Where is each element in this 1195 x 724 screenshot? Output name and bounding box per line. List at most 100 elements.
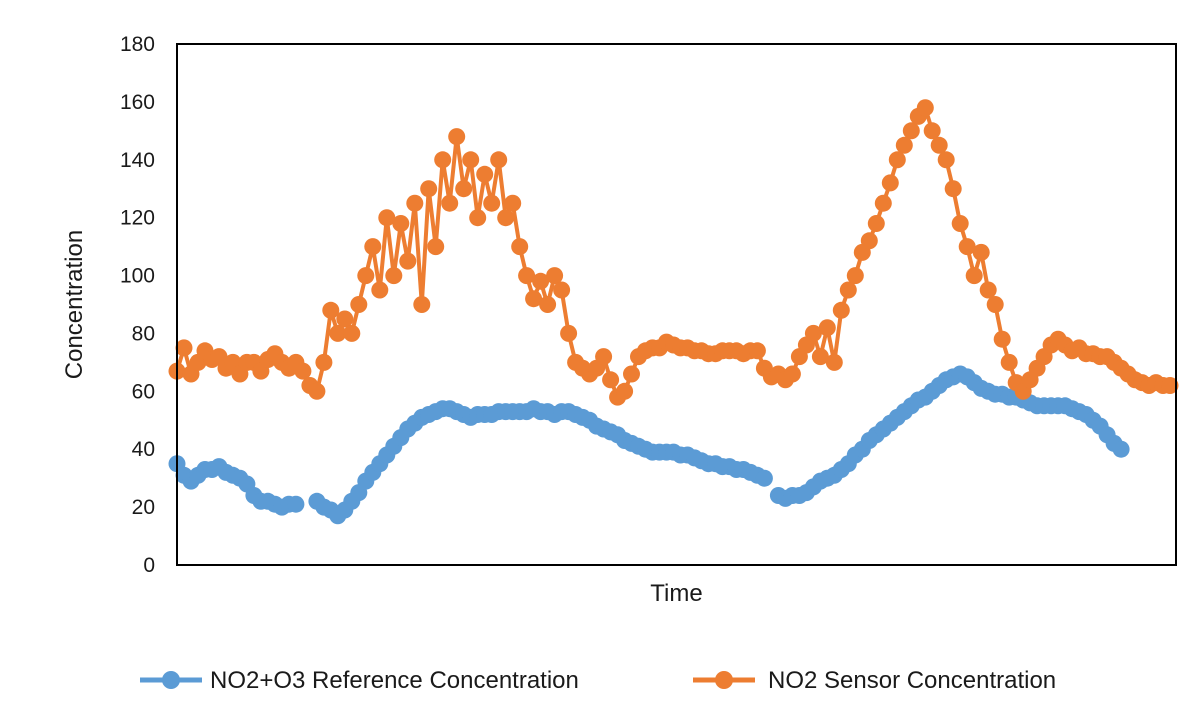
series-2-point [818, 319, 836, 337]
series-2-point [623, 365, 640, 383]
series-2-point [448, 128, 466, 146]
legend-swatch-marker [715, 671, 733, 689]
series-2-point [406, 194, 424, 212]
y-tick-label: 160 [120, 91, 155, 114]
series-2-point [1161, 377, 1179, 394]
series-2-point [455, 180, 473, 198]
legend-label: NO2 Sensor Concentration [768, 667, 1056, 694]
series-2-point [846, 267, 864, 285]
y-tick-label: 0 [143, 554, 155, 577]
series-2-point [329, 324, 347, 342]
series-2-point [441, 194, 459, 212]
series-2-point [595, 348, 613, 366]
legend-label: NO2+O3 Reference Concentration [210, 667, 579, 694]
series-2-point [511, 238, 529, 256]
series-2-point [748, 342, 766, 360]
series-2-point [469, 209, 487, 227]
series-2-point [315, 353, 333, 371]
series-2-point [420, 180, 438, 198]
series-2-point [427, 238, 445, 256]
series-2-point [546, 267, 564, 285]
series-2-point [839, 281, 857, 299]
series-1-point [287, 495, 305, 513]
y-tick-label: 60 [132, 380, 155, 403]
series-2-point [832, 301, 850, 319]
series-2-point [532, 272, 550, 290]
series-2-point [602, 371, 620, 389]
series-2-point [972, 243, 990, 261]
series-2-point [986, 296, 1004, 313]
series-layer [168, 99, 1179, 525]
series-2-point [343, 324, 361, 342]
series-2-point [888, 151, 906, 169]
series-2-point [322, 301, 340, 319]
y-tick-label: 120 [120, 207, 155, 230]
series-2-point [504, 194, 522, 212]
series-2-point [336, 310, 354, 328]
series-2-point [951, 215, 969, 232]
series-2-point [308, 382, 326, 400]
legend-item-2: NO2 Sensor Concentration [693, 667, 1056, 694]
series-2-point [958, 238, 976, 256]
series-2-point [860, 232, 878, 250]
series-2-point [916, 99, 934, 117]
series-2-point [867, 215, 885, 232]
series-2 [168, 99, 1179, 406]
series-2-point [902, 122, 920, 140]
plot-area-frame [176, 43, 1177, 566]
series-2-point [476, 165, 494, 183]
series-1-point [755, 469, 773, 487]
y-tick-label: 80 [132, 322, 155, 345]
series-2-point [616, 382, 634, 400]
series-2-point [399, 252, 417, 270]
series-2-point [965, 267, 983, 285]
series-2-point [993, 330, 1011, 348]
series-2-point [1000, 353, 1018, 371]
series-1-point [1112, 440, 1130, 458]
legend-swatch-marker [162, 671, 180, 689]
series-2-point [525, 290, 543, 308]
series-2-point [518, 267, 536, 285]
series-2-point [979, 281, 997, 299]
y-tick-label: 140 [120, 149, 155, 172]
y-tick-label: 100 [120, 265, 155, 288]
series-2-point [483, 194, 501, 212]
y-tick-label: 20 [132, 496, 155, 519]
series-2-point [804, 324, 822, 342]
series-2-point [294, 362, 312, 380]
series-2-line [175, 105, 1170, 400]
series-2-point [350, 296, 368, 313]
series-2-point [937, 151, 955, 169]
series-1 [168, 365, 1130, 525]
series-2-point [811, 348, 829, 366]
series-2-point [923, 122, 941, 140]
series-2-point [560, 324, 578, 342]
series-2-point [378, 209, 396, 227]
series-2-point [434, 151, 452, 169]
y-axis-ticks: 0 20 40 60 80 100 120 140 160 180 [120, 33, 155, 577]
series-2-point [364, 238, 382, 256]
y-axis-title: Concentration [61, 230, 88, 379]
series-2-point [175, 339, 193, 357]
series-2-point [783, 365, 801, 383]
series-2-point [944, 180, 962, 198]
series-2-point [385, 267, 403, 285]
x-axis-title: Time [650, 580, 702, 607]
series-2-point [825, 353, 843, 371]
series-2-point [930, 136, 948, 154]
y-tick-label: 40 [132, 438, 155, 461]
series-2-point [553, 281, 571, 299]
series-2-point [413, 296, 431, 313]
legend: NO2+O3 Reference Concentration NO2 Sensor… [140, 667, 1056, 694]
series-2-point [874, 194, 892, 212]
series-2-point [895, 136, 913, 154]
legend-item-1: NO2+O3 Reference Concentration [140, 667, 579, 694]
series-2-point [392, 215, 410, 232]
series-2-point [490, 151, 508, 169]
series-2-point [462, 151, 480, 169]
y-tick-label: 180 [120, 33, 155, 56]
series-2-point [357, 267, 375, 285]
series-2-point [371, 281, 389, 299]
